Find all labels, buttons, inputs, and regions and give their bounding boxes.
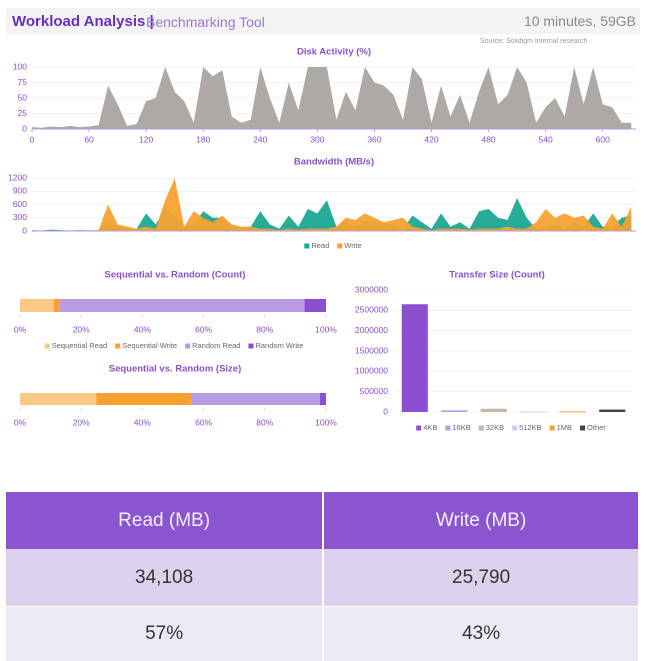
x-tick-label: 300 bbox=[310, 134, 324, 144]
y-tick-label: 0 bbox=[22, 225, 27, 235]
legend-label: Random Write bbox=[255, 341, 303, 350]
charts: Disk Activity (%) 0 25 50 75 100 0 60 120 180 240 3… bbox=[0, 0, 646, 490]
y-tick-label: 0 bbox=[383, 406, 388, 416]
legend-label: 512KB bbox=[519, 423, 542, 432]
column-header: Write (MB) bbox=[323, 492, 639, 549]
bar bbox=[481, 409, 507, 412]
legend-swatch bbox=[580, 426, 585, 431]
y-tick-label: 100 bbox=[13, 61, 27, 71]
x-tick-label: 40% bbox=[134, 324, 151, 334]
bar bbox=[520, 412, 546, 413]
x-tick-label: 60% bbox=[195, 324, 212, 334]
legend-label: Random Read bbox=[192, 341, 240, 350]
x-tick-label: 0% bbox=[14, 417, 27, 427]
legend-swatch bbox=[304, 244, 309, 249]
x-tick-label: 540 bbox=[539, 134, 553, 144]
table-cell: 25,790 bbox=[323, 549, 639, 607]
legend-label: 1MB bbox=[557, 423, 572, 432]
summary-table: Read (MB) Write (MB) 34,108 25,790 57% 4… bbox=[6, 492, 640, 661]
table-row: 34,108 25,790 bbox=[6, 549, 639, 607]
x-tick-label: 480 bbox=[481, 134, 495, 144]
x-tick-label: 40% bbox=[134, 417, 151, 427]
legend-swatch bbox=[512, 426, 517, 431]
y-tick-label: 1200 bbox=[8, 172, 27, 182]
bar-segment bbox=[20, 393, 97, 405]
chart-title: Sequential vs. Random (Count) bbox=[105, 270, 246, 281]
y-tick-label: 75 bbox=[18, 77, 28, 87]
legend-swatch bbox=[248, 344, 253, 349]
x-tick-label: 0% bbox=[14, 324, 27, 334]
chart-title: Sequential vs. Random (Size) bbox=[109, 364, 242, 375]
x-tick-label: 240 bbox=[253, 134, 267, 144]
legend-swatch bbox=[337, 244, 342, 249]
table-cell: 57% bbox=[6, 607, 323, 661]
chart-title: Bandwidth (MB/s) bbox=[294, 157, 374, 168]
chart-title: Disk Activity (%) bbox=[297, 47, 371, 58]
y-tick-label: 900 bbox=[13, 186, 27, 196]
legend-swatch bbox=[185, 344, 190, 349]
legend-swatch bbox=[445, 426, 450, 431]
x-tick-label: 80% bbox=[256, 324, 273, 334]
bar bbox=[441, 410, 467, 412]
bar-segment bbox=[54, 299, 60, 312]
legend-label: Sequential Write bbox=[122, 341, 177, 350]
x-tick-label: 60 bbox=[84, 134, 94, 144]
y-tick-label: 300 bbox=[13, 212, 27, 222]
y-tick-label: 25 bbox=[18, 108, 28, 118]
x-tick-label: 180 bbox=[196, 134, 210, 144]
y-tick-label: 500000 bbox=[360, 386, 389, 396]
legend-swatch bbox=[45, 344, 50, 349]
legend-label: 32KB bbox=[486, 423, 504, 432]
legend-label: Read bbox=[311, 241, 329, 250]
x-tick-label: 420 bbox=[424, 134, 438, 144]
y-tick-label: 50 bbox=[18, 92, 28, 102]
bar-segment bbox=[97, 393, 192, 405]
bar-segment bbox=[20, 299, 54, 312]
x-tick-label: 100% bbox=[315, 324, 337, 334]
x-tick-label: 20% bbox=[73, 417, 90, 427]
x-tick-label: 600 bbox=[596, 134, 610, 144]
legend-label: Other bbox=[587, 423, 606, 432]
table-cell: 43% bbox=[323, 607, 639, 661]
x-tick-label: 20% bbox=[73, 324, 90, 334]
y-tick-label: 3000000 bbox=[355, 284, 388, 294]
legend-swatch bbox=[550, 426, 555, 431]
x-tick-label: 80% bbox=[256, 417, 273, 427]
y-tick-label: 2000000 bbox=[355, 325, 388, 335]
x-tick-label: 60% bbox=[195, 417, 212, 427]
column-header: Read (MB) bbox=[6, 492, 323, 549]
legend-swatch bbox=[115, 344, 120, 349]
header-row: Read (MB) Write (MB) bbox=[6, 492, 639, 549]
legend-label: Sequential Read bbox=[52, 341, 107, 350]
bar bbox=[599, 410, 625, 412]
y-tick-label: 1000000 bbox=[355, 366, 388, 376]
legend-swatch bbox=[479, 426, 484, 431]
y-tick-label: 0 bbox=[22, 123, 27, 133]
bar bbox=[402, 304, 428, 412]
x-tick-label: 100% bbox=[315, 417, 337, 427]
y-tick-label: 1500000 bbox=[355, 345, 388, 355]
x-tick-label: 120 bbox=[139, 134, 153, 144]
table-row: 57% 43% bbox=[6, 607, 639, 661]
bar bbox=[560, 411, 586, 412]
chart-title: Transfer Size (Count) bbox=[449, 270, 545, 281]
legend-label: 4KB bbox=[423, 423, 437, 432]
legend-swatch bbox=[416, 426, 421, 431]
x-tick-label: 360 bbox=[367, 134, 381, 144]
legend-label: 16KB bbox=[452, 423, 470, 432]
bar-segment bbox=[60, 299, 305, 312]
y-tick-label: 600 bbox=[13, 199, 27, 209]
table-cell: 34,108 bbox=[6, 549, 323, 607]
bar-segment bbox=[320, 393, 326, 405]
legend-label: Write bbox=[344, 241, 361, 250]
x-tick-label: 0 bbox=[30, 134, 35, 144]
bar-segment bbox=[305, 299, 326, 312]
y-tick-label: 2500000 bbox=[355, 305, 388, 315]
bar-segment bbox=[191, 393, 320, 405]
